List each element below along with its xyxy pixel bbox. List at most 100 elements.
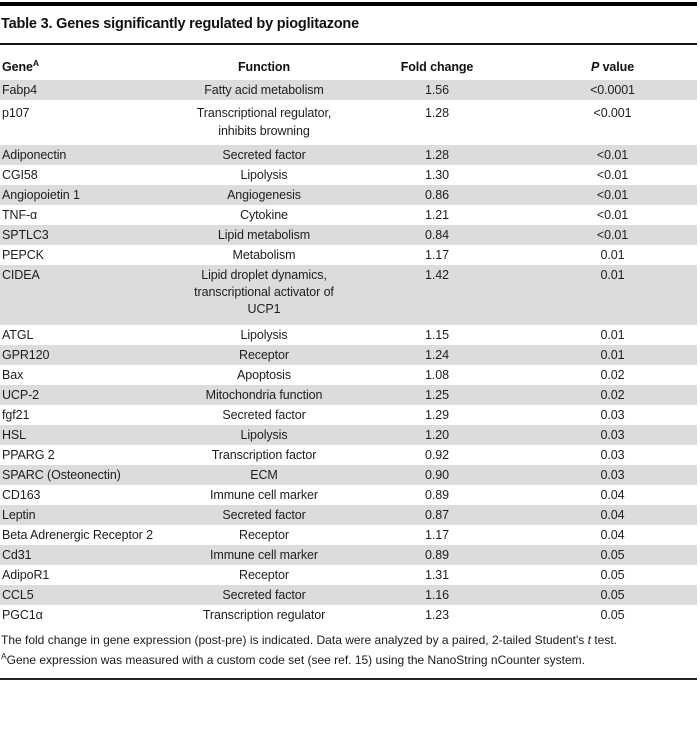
table-row: TNF-α Cytokine 1.21 <0.01 <box>0 205 697 225</box>
gene-cell: Leptin <box>2 508 36 522</box>
gene-cell: GPR120 <box>2 348 50 362</box>
p-value-cell: <0.0001 <box>590 83 635 97</box>
gene-cell: ATGL <box>2 328 34 342</box>
p-value-cell: 0.05 <box>600 568 625 582</box>
gene-cell: Beta Adrenergic Receptor 2 <box>2 528 153 542</box>
fold-change-cell: 0.84 <box>425 228 449 242</box>
p-value-cell: <0.01 <box>596 208 629 222</box>
function-cell: Secreted factor <box>222 588 306 602</box>
p-value-cell: 0.03 <box>600 408 625 422</box>
function-cell: Lipid metabolism <box>217 228 311 242</box>
p-value-cell: 0.05 <box>600 588 625 602</box>
p-value-cell: 0.01 <box>600 328 625 342</box>
bottom-rule <box>0 678 697 680</box>
p-value-cell: 0.03 <box>600 448 625 462</box>
gene-cell: HSL <box>2 428 27 442</box>
fold-change-cell: 1.15 <box>425 328 449 342</box>
p-value-cell: 0.02 <box>600 388 625 402</box>
p-value-column-header: P value <box>590 60 635 74</box>
function-cell: Fatty acid metabolism <box>204 83 324 97</box>
table-row: Bax Apoptosis 1.08 0.02 <box>0 365 697 385</box>
table-row: SPTLC3 Lipid metabolism 0.84 <0.01 <box>0 225 697 245</box>
function-cell: Metabolism <box>232 248 296 262</box>
table-row: AdipoR1 Receptor 1.31 0.05 <box>0 565 697 585</box>
p-value-cell: 0.05 <box>600 608 625 622</box>
gene-cell: CD163 <box>2 488 41 502</box>
gene-cell: Bax <box>2 368 24 382</box>
gene-cell: Cd31 <box>2 548 32 562</box>
gene-cell: fgf21 <box>2 408 30 422</box>
p-value-cell: 0.02 <box>600 368 625 382</box>
function-cell: Lipolysis <box>240 168 288 182</box>
p-value-cell: 0.04 <box>600 528 625 542</box>
fold-change-cell: 1.25 <box>425 388 449 402</box>
top-rule <box>0 2 697 6</box>
p-value-cell: <0.01 <box>596 188 629 202</box>
p-value-cell: 0.03 <box>600 468 625 482</box>
function-cell: Apoptosis <box>237 368 291 382</box>
table-row: Beta Adrenergic Receptor 2 Receptor 1.17 0.… <box>0 525 697 545</box>
function-cell: Secreted factor <box>222 148 306 162</box>
fold-change-column-header: Fold change <box>400 60 474 74</box>
function-cell: Cytokine <box>240 208 288 222</box>
table-row: Cd31 Immune cell marker 0.89 0.05 <box>0 545 697 565</box>
footnotes: The fold change in gene expression (post… <box>1 630 700 670</box>
fold-change-cell: 1.21 <box>425 208 449 222</box>
gene-cell: CIDEA <box>2 268 40 282</box>
function-cell: Immune cell marker <box>210 488 318 502</box>
p-value-cell: <0.01 <box>596 228 629 242</box>
fold-change-cell: 0.87 <box>425 508 449 522</box>
p-value-cell: 0.01 <box>600 348 625 362</box>
table-row: PPARG 2 Transcription factor 0.92 0.03 <box>0 445 697 465</box>
function-cell: ECM <box>250 468 278 482</box>
table-row: Leptin Secreted factor 0.87 0.04 <box>0 505 697 525</box>
table-row: CIDEA Lipid droplet dynamics, transcripti… <box>0 265 697 325</box>
p-value-cell: 0.03 <box>600 428 625 442</box>
gene-cell: SPARC (Osteonectin) <box>2 468 121 482</box>
fold-change-cell: 0.89 <box>425 488 449 502</box>
table-title: Table 3. Genes significantly regulated b… <box>1 16 359 32</box>
fold-change-cell: 1.17 <box>425 528 449 542</box>
p-value-cell: 0.04 <box>600 488 625 502</box>
function-cell: Lipolysis <box>240 328 288 342</box>
gene-cell: CCL5 <box>2 588 34 602</box>
fold-change-cell: 0.90 <box>425 468 449 482</box>
p-value-cell: 0.01 <box>600 268 625 282</box>
title-rule <box>0 43 697 45</box>
gene-cell: CGI58 <box>2 168 38 182</box>
function-cell: Receptor <box>239 568 289 582</box>
function-cell: Transcription regulator <box>202 608 326 622</box>
fold-change-cell: 1.29 <box>425 408 449 422</box>
table-row: HSL Lipolysis 1.20 0.03 <box>0 425 697 445</box>
footnote-marker: A <box>1 651 7 661</box>
table-row: PEPCK Metabolism 1.17 0.01 <box>0 245 697 265</box>
footnote-method: AGene expression was measured with a cus… <box>1 651 585 667</box>
p-value-cell: <0.001 <box>593 106 632 120</box>
p-value-cell: 0.04 <box>600 508 625 522</box>
fold-change-cell: 1.24 <box>425 348 449 362</box>
gene-cell: PPARG 2 <box>2 448 55 462</box>
fold-change-cell: 1.56 <box>425 83 449 97</box>
table-row: Fabp4 Fatty acid metabolism 1.56 <0.0001 <box>0 80 697 100</box>
fold-change-cell: 1.28 <box>425 148 449 162</box>
gene-footnote-marker: A <box>32 57 39 68</box>
gene-cell: Angiopoietin 1 <box>2 188 80 202</box>
fold-change-cell: 1.23 <box>425 608 449 622</box>
function-cell: Mitochondria function <box>205 388 323 402</box>
table-row: CGI58 Lipolysis 1.30 <0.01 <box>0 165 697 185</box>
table-row: SPARC (Osteonectin) ECM 0.90 0.03 <box>0 465 697 485</box>
table-row: ATGL Lipolysis 1.15 0.01 <box>0 325 697 345</box>
function-cell: Angiogenesis <box>227 188 301 202</box>
p-value-cell: 0.05 <box>600 548 625 562</box>
function-cell: Immune cell marker <box>210 548 318 562</box>
fold-change-cell: 1.16 <box>425 588 449 602</box>
table-row: CD163 Immune cell marker 0.89 0.04 <box>0 485 697 505</box>
table-row: Angiopoietin 1 Angiogenesis 0.86 <0.01 <box>0 185 697 205</box>
footnote-analysis: The fold change in gene expression (post… <box>1 633 617 647</box>
p-value-cell: <0.01 <box>596 168 629 182</box>
table-row: GPR120 Receptor 1.24 0.01 <box>0 345 697 365</box>
function-cell: Transcriptional regulator, inhibits brow… <box>196 106 332 138</box>
function-column-header: Function <box>238 60 290 74</box>
genes-table: GeneA Function Fold change P value Fabp4… <box>0 45 697 625</box>
gene-column-header: GeneA <box>2 57 39 74</box>
